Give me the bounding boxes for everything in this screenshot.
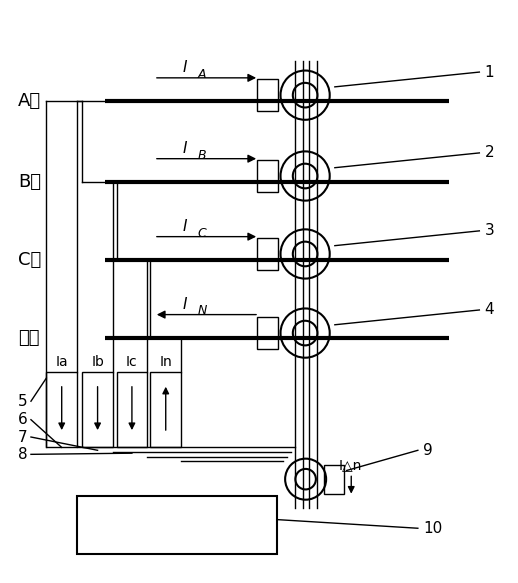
Text: 2: 2 bbox=[484, 145, 494, 160]
Text: 10: 10 bbox=[423, 521, 442, 536]
Text: 测量终端: 测量终端 bbox=[157, 517, 197, 535]
Text: 4: 4 bbox=[484, 303, 494, 318]
Text: I: I bbox=[183, 219, 188, 234]
Text: A相: A相 bbox=[18, 92, 41, 110]
Text: I: I bbox=[183, 141, 188, 156]
Text: 5: 5 bbox=[18, 394, 28, 409]
Text: 1: 1 bbox=[484, 65, 494, 79]
Bar bbox=[77, 497, 277, 554]
Text: I: I bbox=[183, 60, 188, 75]
Text: Ic: Ic bbox=[126, 356, 138, 370]
Text: C相: C相 bbox=[18, 251, 41, 269]
Text: B: B bbox=[197, 149, 206, 161]
Text: 零线: 零线 bbox=[18, 329, 40, 347]
Bar bbox=[324, 465, 344, 494]
Text: In: In bbox=[160, 356, 172, 370]
Bar bbox=[82, 373, 113, 447]
Bar bbox=[46, 373, 77, 447]
Text: 3: 3 bbox=[484, 223, 494, 238]
Bar bbox=[257, 238, 278, 270]
Text: I△n: I△n bbox=[338, 458, 362, 472]
Text: Ib: Ib bbox=[91, 356, 104, 370]
Text: A: A bbox=[197, 68, 206, 80]
Text: B相: B相 bbox=[18, 173, 41, 191]
Bar bbox=[150, 373, 181, 447]
Text: C: C bbox=[197, 227, 206, 240]
Text: Ia: Ia bbox=[55, 356, 68, 370]
Bar bbox=[257, 317, 278, 349]
Bar bbox=[257, 79, 278, 111]
Bar bbox=[257, 160, 278, 192]
Text: N: N bbox=[197, 304, 207, 318]
Text: 7: 7 bbox=[18, 430, 28, 444]
Text: I: I bbox=[183, 297, 188, 312]
Text: 6: 6 bbox=[18, 412, 28, 427]
Text: 9: 9 bbox=[423, 443, 433, 458]
Bar bbox=[117, 373, 147, 447]
Text: 8: 8 bbox=[18, 447, 28, 462]
